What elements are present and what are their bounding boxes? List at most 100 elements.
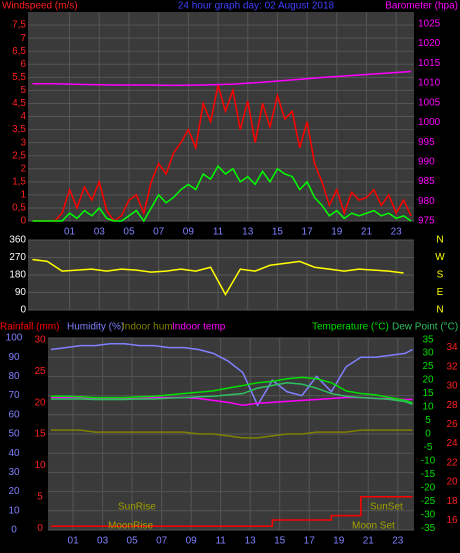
y2-tick-label: 5 [37,491,43,502]
y2-tick-label: 1005 [418,97,441,108]
x-tick-label: 13 [242,227,254,238]
y2-tick-label: E [437,287,444,298]
y4-tick-label: 32 [446,361,458,372]
y2-tick-label: 1020 [418,38,441,49]
y2-tick-label: 980 [418,196,435,207]
y2-tick-label: 975 [418,216,435,227]
y2-tick-label: 1015 [418,58,441,69]
y3-tick-label: 15 [422,388,434,399]
x-tick-label: 15 [274,536,286,547]
x-tick-label: 03 [94,227,106,238]
annotation: SunRise [118,502,156,513]
y-tick-label: 360 [9,235,26,246]
y2-tick-label: 0 [37,523,43,534]
chart-title: 24 hour graph day: 02 August 2018 [178,1,335,12]
y-tick-label: 4 [20,111,26,122]
y-tick-label: 0 [20,305,26,316]
y4-tick-label: 24 [446,438,458,449]
x-tick-label: 09 [186,536,198,547]
x-tick-label: 21 [363,536,375,547]
y-tick-label: 2,5 [12,150,26,161]
y-tick-label: 70 [8,390,20,401]
x-tick-label: 19 [331,227,343,238]
y4-tick-label: 20 [446,477,458,488]
series-line [50,376,413,404]
y-tick-label: 100 [6,333,23,344]
annotation: MoonRise [108,521,153,532]
y2-tick-label: 995 [418,137,435,148]
x-tick-label: 19 [333,536,345,547]
y3-tick-label: 0 [425,429,431,440]
x-tick-label: 23 [392,536,404,547]
legend-entry: Indoor temp [172,322,226,333]
y-tick-label: 5,5 [12,72,26,83]
series-line [32,70,412,87]
y2-tick-label: 15 [34,429,46,440]
y2-tick-label: 985 [418,176,435,187]
y-tick-label: 1,5 [12,176,26,187]
x-tick-label: 03 [97,536,109,547]
y-tick-label: 5 [20,85,26,96]
y-tick-label: 0,5 [12,203,26,214]
y-tick-label: 10 [8,505,20,516]
y3-tick-label: -10 [421,456,436,467]
y-tick-label: 50 [8,429,20,440]
annotation: Moon Set [352,521,395,532]
y3-tick-label: -25 [421,496,436,507]
y-tick-label: 0 [20,216,26,227]
x-tick-label: 23 [391,227,403,238]
y-tick-label: 6,5 [12,46,26,57]
legend-entry: Temperature (°C) [312,322,389,333]
y4-tick-label: 34 [446,342,458,353]
y2-tick-label: 10 [34,460,46,471]
x-tick-label: 15 [272,227,284,238]
y-tick-label: 60 [8,409,20,420]
y3-tick-label: -30 [421,510,436,521]
y-tick-label: 4,5 [12,98,26,109]
y2-tick-label: 30 [34,335,46,346]
y2-tick-label: 1000 [418,117,441,128]
x-tick-label: 07 [156,536,168,547]
y-tick-label: 90 [15,287,27,298]
y-tick-label: 3,5 [12,124,26,135]
y-tick-label: 0 [11,525,17,536]
x-tick-label: 01 [68,536,80,547]
x-tick-label: 05 [123,227,135,238]
y2-tick-label: 20 [34,397,46,408]
y3-tick-label: -15 [421,469,436,480]
y-tick-label: 6 [20,59,26,70]
series-line [50,429,413,439]
x-tick-label: 01 [64,227,76,238]
y3-tick-label: 5 [425,415,431,426]
x-tick-label: 05 [127,536,139,547]
y3-tick-label: 25 [422,361,434,372]
y-tick-label: 270 [9,252,26,263]
y4-tick-label: 28 [446,400,458,411]
legend-entry: Dew Point (°C) [392,322,458,333]
y-tick-label: 90 [8,352,20,363]
y-tick-label: 20 [8,486,20,497]
y-tick-label: 1 [20,190,26,201]
y-tick-label: 180 [9,270,26,281]
x-tick-label: 17 [302,227,314,238]
y4-tick-label: 30 [446,381,458,392]
y-tick-label: 40 [8,448,20,459]
y-tick-label: 30 [8,467,20,478]
y3-tick-label: -35 [421,523,436,534]
y4-tick-label: 16 [446,515,458,526]
y-tick-label: 7 [20,33,26,44]
x-tick-label: 07 [153,227,165,238]
series-line [50,495,413,527]
y2-tick-label: S [437,270,444,281]
y-tick-label: 80 [8,371,20,382]
y3-tick-label: 10 [422,402,434,413]
legend-entry: Rainfall (mm) [0,322,59,333]
y3-tick-label: 35 [422,334,434,345]
y3-tick-label: 30 [422,348,434,359]
y4-tick-label: 26 [446,419,458,430]
y2-axis-label: Barometer (hpa) [385,1,458,12]
series-line [32,258,404,296]
y3-tick-label: -5 [424,442,433,453]
y2-tick-label: N [436,305,443,316]
